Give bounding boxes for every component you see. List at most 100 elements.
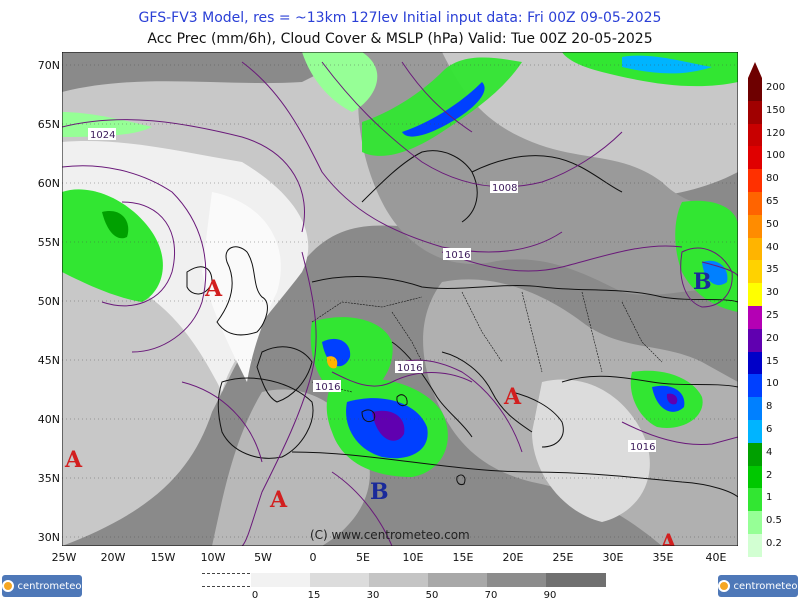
cloud-legend-swatch — [487, 573, 547, 587]
precip-atlantic-west — [62, 189, 163, 302]
precip-legend-swatch — [748, 237, 762, 261]
high-pressure-center: A — [659, 530, 678, 546]
lon-label: 0 — [309, 551, 317, 564]
precip-legend-label: 20 — [766, 332, 779, 344]
logo-icon — [718, 580, 731, 592]
low-pressure-center: B — [370, 479, 389, 505]
precip-legend-label: 30 — [766, 287, 779, 299]
isobar-label-1024: 1024 — [90, 130, 115, 141]
precip-legend-swatch — [748, 420, 762, 444]
centrometeo-logo-right[interactable]: centrometeo — [718, 575, 798, 597]
precip-legend-label: 1 — [766, 492, 773, 504]
cloud-legend-label: 30 — [366, 590, 380, 601]
cloud-legend-left-tip — [202, 573, 250, 587]
precip-legend-label: 10 — [766, 378, 779, 390]
high-pressure-center: A — [503, 384, 522, 410]
precip-legend-label: 80 — [766, 173, 779, 185]
lon-label: 25E — [552, 551, 574, 564]
precip-france — [310, 317, 393, 398]
precip-legend-swatch — [748, 374, 762, 398]
precip-legend-swatch — [748, 100, 762, 125]
precip-legend-label: 150 — [766, 104, 786, 116]
lon-label: 35E — [652, 551, 674, 564]
cloud-legend-swatch — [428, 573, 488, 587]
cloud-legend-label: 15 — [307, 590, 321, 601]
isobars — [62, 61, 738, 546]
centrometeo-logo-left[interactable]: centrometeo — [2, 575, 82, 597]
cloud-legend-label: 0 — [251, 590, 259, 601]
precip-legend-swatch — [748, 397, 762, 421]
precip-legend-swatch — [748, 465, 762, 489]
precip-legend-swatch — [748, 442, 762, 467]
precip-legend-swatch — [748, 192, 762, 216]
lon-label: 20E — [502, 551, 524, 564]
logo-icon — [2, 580, 15, 592]
precip-legend-label: 25 — [766, 310, 779, 321]
precip-legend-swatch — [748, 511, 762, 535]
precip-legend-swatch — [748, 169, 762, 193]
isobar-label-1016-east: 1016 — [630, 442, 655, 453]
precip-legend-label: 8 — [766, 401, 773, 413]
lat-label: 70N — [37, 59, 60, 72]
precip-legend-label: 6 — [766, 424, 773, 435]
precip-legend-swatch — [748, 328, 762, 353]
cloud-legend-label: 90 — [543, 590, 557, 601]
lat-label: 55N — [37, 236, 60, 249]
title-field-valid: Acc Prec (mm/6h), Cloud Cover & MSLP (hP… — [147, 31, 653, 47]
cloud-legend-label: 70 — [484, 590, 498, 601]
precip-legend-swatch — [748, 146, 762, 170]
cloud-legend-swatch — [369, 573, 429, 587]
title-model-run: GFS-FV3 Model, res = ~13km 127lev Initia… — [138, 10, 662, 26]
precip-legend-label: 15 — [766, 355, 779, 367]
lon-label: 30E — [602, 551, 624, 564]
precip-legend-swatch — [748, 123, 762, 147]
high-pressure-center: A — [64, 447, 83, 473]
precip-legend-label: 0.5 — [766, 515, 782, 527]
precip-legend-label: 100 — [766, 150, 786, 162]
precip-legend-swatch — [748, 534, 762, 558]
precip-legend-swatch — [748, 306, 762, 330]
lon-label: 25W — [51, 551, 77, 564]
precip-legend-label: 40 — [766, 241, 779, 253]
precip-legend-label: 35 — [766, 264, 779, 276]
cloud-legend-swatch — [310, 573, 370, 587]
lon-label: 15W — [150, 551, 176, 564]
precip-legend-label: 0.2 — [766, 538, 782, 549]
cloud-legend-swatch — [251, 573, 311, 587]
precip-legend-label: 200 — [766, 82, 786, 93]
isobar-label-1008: 1008 — [492, 183, 517, 194]
high-pressure-center: A — [204, 276, 223, 302]
precip-legend-label: 50 — [766, 218, 779, 230]
lon-label: 15E — [452, 551, 474, 564]
isobar-label-1016-center: 1016 — [397, 363, 422, 374]
lon-label: 5E — [356, 551, 370, 564]
precip-legend-label: 120 — [766, 127, 786, 139]
copyright-label: (C) www.centrometeo.com — [310, 528, 470, 542]
lon-label: 20W — [100, 551, 126, 564]
high-pressure-center: A — [269, 487, 288, 513]
coastlines — [186, 150, 738, 498]
lon-label: 5W — [254, 551, 272, 564]
precip-legend-label: 65 — [766, 196, 779, 207]
precip-legend-arrow — [748, 62, 762, 78]
cloud-legend-right-tip — [546, 573, 604, 587]
lat-label: 65N — [37, 118, 60, 131]
lat-label: 40N — [37, 413, 60, 426]
precip-legend-swatch — [748, 78, 762, 102]
precip-legend-swatch — [748, 260, 762, 284]
lat-label: 45N — [37, 354, 60, 367]
lon-label: 40E — [705, 551, 727, 564]
precip-legend-swatch — [748, 283, 762, 307]
isobar-label-1016-west: 1016 — [315, 382, 340, 393]
cloud-legend-label: 50 — [425, 590, 439, 601]
lat-label: 60N — [37, 177, 60, 190]
precip-legend-label: 4 — [766, 446, 773, 458]
precip-legend-label: 2 — [766, 469, 773, 481]
precip-legend-swatch — [748, 214, 762, 239]
weather-map: 1024 1008 1016 1016 1016 1016 A A A A A … — [62, 52, 738, 546]
low-pressure-center: B — [693, 269, 712, 295]
precip-legend-swatch — [748, 488, 762, 512]
lat-lon-grid — [62, 64, 738, 538]
lat-label: 50N — [37, 295, 60, 308]
lon-label: 10W — [200, 551, 226, 564]
